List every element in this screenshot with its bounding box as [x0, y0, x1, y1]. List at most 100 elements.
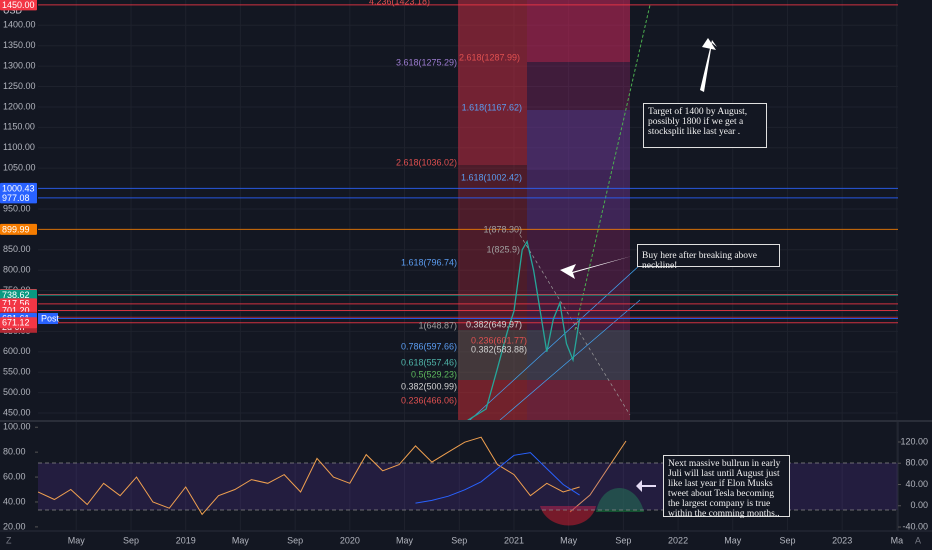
price-badge: [0, 192, 37, 204]
x-tick-label: Sep: [287, 535, 303, 545]
arrow: [702, 38, 716, 50]
projection-hump: [596, 488, 644, 512]
y-tick-label: 1050.00: [3, 163, 36, 173]
x-tick-label: Sep: [780, 535, 796, 545]
y-tick-label: 20.00: [3, 521, 26, 531]
fib-zone: [458, 0, 527, 420]
fib-zone: [527, 110, 630, 170]
corner-label: A: [915, 535, 921, 545]
fib-label: 0.618(557.46): [401, 357, 457, 367]
price-badge-label: 671.12: [2, 318, 30, 328]
arrow: [636, 480, 656, 492]
fib-label: 2.618(1287.99): [459, 52, 520, 62]
projection-line: [574, 4, 651, 331]
series-line: [415, 452, 580, 504]
fib-label: 3.618(1275.29): [396, 57, 457, 67]
price-badge: [0, 317, 37, 329]
trend-line: [499, 299, 641, 421]
y-tick-label: 850.00: [3, 244, 31, 254]
fib-label: 1(825.9): [486, 244, 520, 254]
x-tick-label: 2022: [668, 535, 688, 545]
fib-label: 0.236(466.06): [401, 395, 457, 405]
y-tick-label: 60.00: [3, 471, 26, 481]
fib-label: 1.618(1167.62): [462, 102, 522, 112]
fib-zone: [458, 0, 527, 165]
y-tick-label: 1100.00: [3, 142, 35, 152]
y-tick-label: 1150.00: [3, 122, 35, 132]
session: Post: [41, 313, 60, 323]
fib-label: 0.786(597.66): [401, 341, 457, 351]
price-badge-label: 717.56: [2, 299, 30, 309]
fib-zone: [527, 0, 630, 420]
fib-label: 0.382(583.88): [471, 344, 527, 354]
x-tick-label: Sep: [615, 535, 631, 545]
series-line: [467, 239, 581, 420]
drawings: [469, 4, 717, 526]
price-badge: [0, 0, 37, 11]
fib-label: 0.236(601.77): [471, 335, 527, 345]
x-tick-label: 2021: [504, 535, 524, 545]
price-badge-label: 977.08: [2, 193, 30, 203]
trend-line: [519, 234, 631, 416]
histogram-dip: [540, 506, 596, 526]
fib-label: 2.618(1036.02): [396, 157, 457, 167]
price-badge: [0, 182, 37, 194]
session-badge: [38, 313, 58, 325]
x-tick-label: May: [396, 535, 414, 545]
y2-tick-label: 0.00: [910, 500, 928, 510]
x-tick-label: May: [560, 535, 578, 545]
y-tick-label: 950.00: [3, 203, 31, 213]
fib-label: 1.618(1002.42): [461, 172, 522, 182]
y2-tick-label: 80.00: [905, 458, 928, 468]
x-tick-label: 2019: [176, 535, 196, 545]
y-tick-label: 450.00: [3, 407, 31, 417]
x-tick-label: May: [68, 535, 86, 545]
y-tick-label: 1400.00: [3, 20, 36, 30]
y-tick-label: 1300.00: [3, 60, 36, 70]
y-tick-label: 1350.00: [3, 40, 36, 50]
trend-line: [469, 264, 641, 421]
x-tick-label: 2023: [832, 535, 852, 545]
fib-label: 1(648.87): [418, 320, 457, 330]
fib-label: 0.382(500.99): [401, 381, 457, 391]
y-tick-label: 600.00: [3, 346, 31, 356]
price-badge: [0, 223, 37, 235]
x-tick-label: Sep: [451, 535, 467, 545]
fib-label: 0.382(649.97): [466, 319, 522, 329]
fib-zones: [458, 0, 630, 420]
corner-label: Z: [6, 535, 12, 545]
y-tick-label: 1200.00: [3, 101, 36, 111]
x-tick-label: Sep: [123, 535, 139, 545]
series-line: [38, 436, 580, 516]
x-tick-label: 2020: [340, 535, 360, 545]
y-tick-label: 40.00: [3, 496, 26, 506]
fib-zone: [458, 380, 630, 420]
x-tick-label: May: [232, 535, 250, 545]
y-tick-label: 550.00: [3, 367, 31, 377]
price-badge-label: 738.62: [2, 290, 30, 300]
fib-label: 0.5(529.23): [411, 369, 457, 379]
annotation: Next massive bullrun in early Juli will …: [663, 455, 790, 519]
y2-tick-label: 120.00: [900, 436, 928, 446]
fib-zone: [527, 0, 630, 62]
y-tick-label: 80.00: [3, 447, 26, 457]
price-badge: [0, 289, 37, 301]
price-badge-label: 899.99: [2, 224, 30, 234]
price-badge-label: 1450.00: [2, 0, 35, 10]
annotation: Target of 1400 by August, possibly 1800 …: [643, 103, 767, 148]
y-tick-label: 500.00: [3, 387, 31, 397]
fib-zone: [527, 170, 630, 230]
y2-tick-label: 40.00: [905, 479, 928, 489]
y-tick-label: 1250.00: [3, 81, 36, 91]
annotation: Buy here after breaking above neckline!: [637, 244, 780, 271]
arrow: [700, 40, 717, 92]
fib-label: 4.236(1423.18): [369, 0, 430, 6]
price-badge-label: 701.20: [2, 305, 30, 315]
fib-label: 1(878.30): [483, 224, 522, 234]
x-tick-label: Ma: [891, 535, 904, 545]
y-tick-label: 100.00: [3, 422, 31, 432]
x-tick-label: May: [724, 535, 742, 545]
y-tick-label: 800.00: [3, 265, 31, 275]
